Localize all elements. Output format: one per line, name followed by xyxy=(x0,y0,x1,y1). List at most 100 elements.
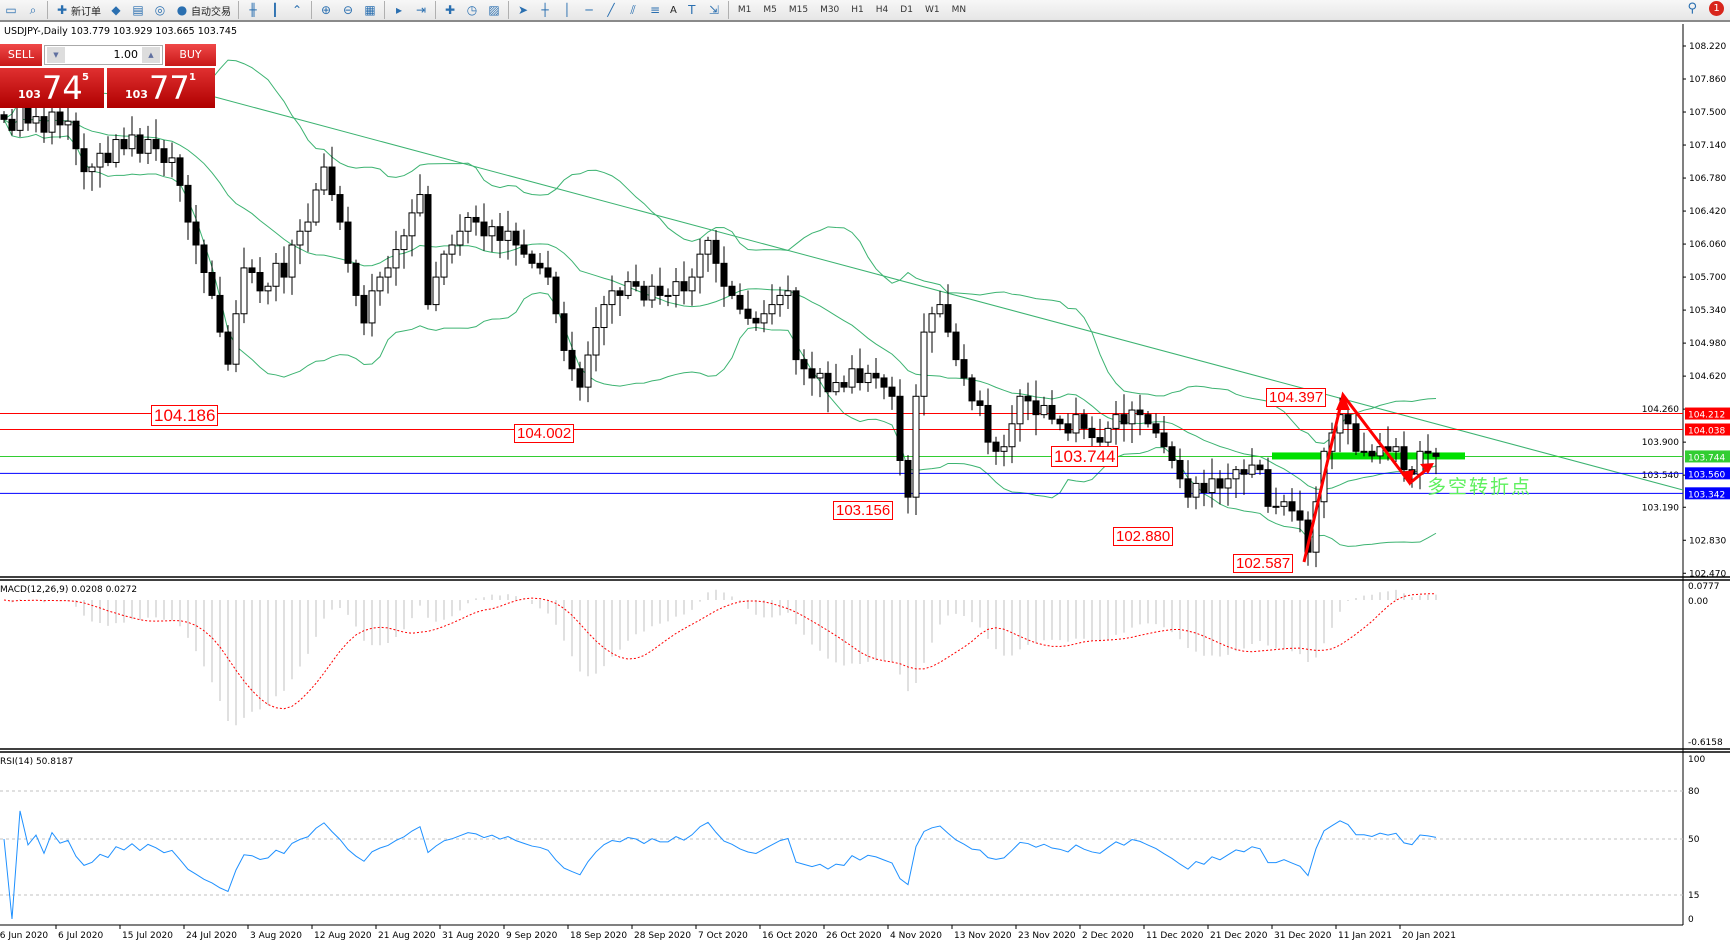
candle xyxy=(1360,432,1368,457)
candle xyxy=(568,331,576,381)
candle-body xyxy=(928,313,936,333)
candle-body xyxy=(688,276,696,292)
indicators-button[interactable]: ✚ xyxy=(439,0,461,20)
templates-button[interactable]: ▨ xyxy=(483,0,505,20)
chart-shift-button[interactable]: ⇥ xyxy=(410,0,432,20)
bar-chart-button[interactable]: ╫ xyxy=(242,0,264,20)
text-button[interactable]: A xyxy=(666,0,681,20)
candle-body xyxy=(776,294,784,306)
candle xyxy=(848,355,856,394)
date-label: 4 Nov 2020 xyxy=(890,931,942,941)
candle xyxy=(632,264,640,292)
autotrading-button[interactable]: ● 自动交易 xyxy=(171,0,235,20)
toolbar-separator xyxy=(47,1,48,19)
sell-price[interactable]: 103 74 5 xyxy=(0,68,104,108)
candle-body xyxy=(768,304,776,315)
trendline-button[interactable]: ╱ xyxy=(600,0,622,20)
price-axis-label: 104.980 xyxy=(1689,339,1726,349)
buy-price[interactable]: 103 77 1 xyxy=(107,68,215,108)
candle-body xyxy=(264,285,272,292)
text-label-button[interactable]: T xyxy=(681,0,703,20)
timeframe-m5[interactable]: M5 xyxy=(763,5,777,15)
window-button[interactable]: ▭ xyxy=(0,0,22,20)
candle xyxy=(1216,470,1224,505)
candle-body xyxy=(584,354,592,388)
cursor-button[interactable]: ➤ xyxy=(512,0,534,20)
line-chart-button[interactable]: ⌃ xyxy=(286,0,308,20)
candle xyxy=(192,205,200,265)
candle-body xyxy=(488,226,496,237)
candle xyxy=(928,306,936,353)
candle xyxy=(808,351,816,396)
periods-button[interactable]: ◷ xyxy=(461,0,483,20)
candle xyxy=(752,311,760,331)
crosshair-button[interactable]: ┼ xyxy=(534,0,556,20)
horizontal-line-button[interactable]: ─ xyxy=(578,0,600,20)
vertical-line-button[interactable]: │ xyxy=(556,0,578,20)
date-label: 11 Dec 2020 xyxy=(1146,931,1204,941)
fibonacci-button[interactable]: ≡ xyxy=(644,0,666,20)
candle-body xyxy=(1424,450,1432,454)
arrows-button[interactable]: ⇲ xyxy=(703,0,725,20)
candle-body xyxy=(552,276,560,315)
hline-price-tag xyxy=(1685,423,1730,436)
notification-badge[interactable]: 1 xyxy=(1709,1,1724,16)
candle-body xyxy=(592,327,600,356)
lot-increase-icon[interactable]: ▲ xyxy=(142,47,160,63)
equidistant-channel-icon: ⫽ xyxy=(630,3,636,17)
date-label: 24 Jul 2020 xyxy=(186,931,237,941)
metaeditor-button[interactable]: ◆ xyxy=(105,0,127,20)
candle xyxy=(744,290,752,325)
metaeditor-icon: ◆ xyxy=(111,3,121,17)
timeframe-h1[interactable]: H1 xyxy=(851,5,864,15)
candle xyxy=(656,267,664,305)
candle-body xyxy=(528,253,536,264)
candle xyxy=(152,119,160,161)
arrowhead xyxy=(1400,470,1414,486)
zoom-in-button[interactable]: ⊕ xyxy=(315,0,337,20)
equidistant-channel-button[interactable]: ⫽ xyxy=(622,0,644,20)
tile-windows-button[interactable]: ▦ xyxy=(359,0,381,20)
signal-button[interactable]: ◎ xyxy=(149,0,171,20)
candle-body xyxy=(136,134,144,154)
candle xyxy=(552,271,560,324)
price-axis-label: 105.340 xyxy=(1689,306,1726,316)
zoom-chart-button[interactable]: ⌕ xyxy=(22,0,44,20)
price-axis-label: 105.700 xyxy=(1689,273,1726,283)
timeframe-h4[interactable]: H4 xyxy=(875,5,889,15)
lot-decrease-icon[interactable]: ▼ xyxy=(47,47,65,63)
timeframe-mn[interactable]: MN xyxy=(951,5,967,15)
search-icon[interactable]: ⚲ xyxy=(1687,1,1697,16)
candle-body xyxy=(1400,446,1408,471)
terminal-button[interactable]: ▤ xyxy=(127,0,149,20)
timeframe-m30[interactable]: M30 xyxy=(820,5,840,15)
candle-body xyxy=(1024,395,1032,402)
arrowhead xyxy=(1336,393,1350,410)
autoscroll-button[interactable]: ▸ xyxy=(388,0,410,20)
new-order-button[interactable]: ✚ 新订单 xyxy=(51,0,105,20)
candlestick-button[interactable]: ┃ xyxy=(264,0,286,20)
buy-button[interactable]: BUY xyxy=(165,44,216,66)
timeframe-m15[interactable]: M15 xyxy=(788,5,809,15)
candle xyxy=(80,133,88,190)
zoom-out-button[interactable]: ⊖ xyxy=(337,0,359,20)
lot-size-value[interactable]: 1.00 xyxy=(113,48,139,61)
candle-body xyxy=(320,166,328,191)
candle xyxy=(624,271,632,300)
timeframe-m1[interactable]: M1 xyxy=(737,5,752,15)
candle xyxy=(856,348,864,391)
candle-body xyxy=(952,331,960,361)
timeframe-d1[interactable]: D1 xyxy=(900,5,913,15)
lot-size-stepper[interactable]: ▼ 1.00 ▲ xyxy=(44,45,163,65)
candle-body xyxy=(96,152,104,168)
timeframe-w1[interactable]: W1 xyxy=(924,5,940,15)
sell-button[interactable]: SELL xyxy=(0,44,42,66)
hline-price-tag xyxy=(1685,407,1730,420)
candle xyxy=(248,259,256,284)
candle-body xyxy=(464,216,472,232)
candle xyxy=(672,267,680,308)
candle xyxy=(288,239,296,295)
candle xyxy=(1432,447,1440,475)
candle xyxy=(1032,380,1040,436)
toolbar-label: A xyxy=(670,4,677,16)
